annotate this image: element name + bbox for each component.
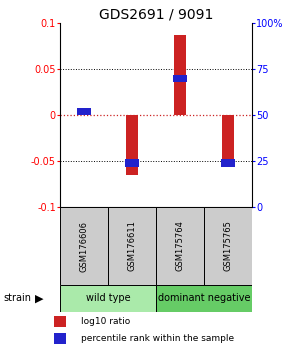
Text: strain: strain: [3, 293, 31, 303]
Bar: [222, 115, 234, 161]
Text: dominant negative: dominant negative: [158, 293, 250, 303]
Text: GSM175765: GSM175765: [224, 221, 232, 272]
Bar: [173, 75, 187, 82]
Text: GSM176611: GSM176611: [128, 221, 136, 272]
Text: GSM176606: GSM176606: [80, 221, 88, 272]
Bar: [60, 207, 108, 285]
Text: log10 ratio: log10 ratio: [81, 317, 130, 326]
Bar: [125, 159, 139, 167]
Text: ▶: ▶: [34, 293, 43, 303]
Bar: [174, 35, 186, 115]
Text: percentile rank within the sample: percentile rank within the sample: [81, 334, 234, 343]
Bar: [54, 333, 65, 344]
Bar: [204, 207, 252, 285]
Bar: [78, 113, 90, 115]
Bar: [156, 207, 204, 285]
Bar: [156, 285, 252, 312]
Text: wild type: wild type: [86, 293, 130, 303]
Bar: [60, 285, 156, 312]
Bar: [54, 316, 65, 327]
Bar: [108, 207, 156, 285]
Bar: [77, 108, 91, 115]
Bar: [221, 159, 235, 167]
Title: GDS2691 / 9091: GDS2691 / 9091: [99, 8, 213, 22]
Text: GSM175764: GSM175764: [176, 221, 184, 272]
Bar: [126, 115, 138, 175]
